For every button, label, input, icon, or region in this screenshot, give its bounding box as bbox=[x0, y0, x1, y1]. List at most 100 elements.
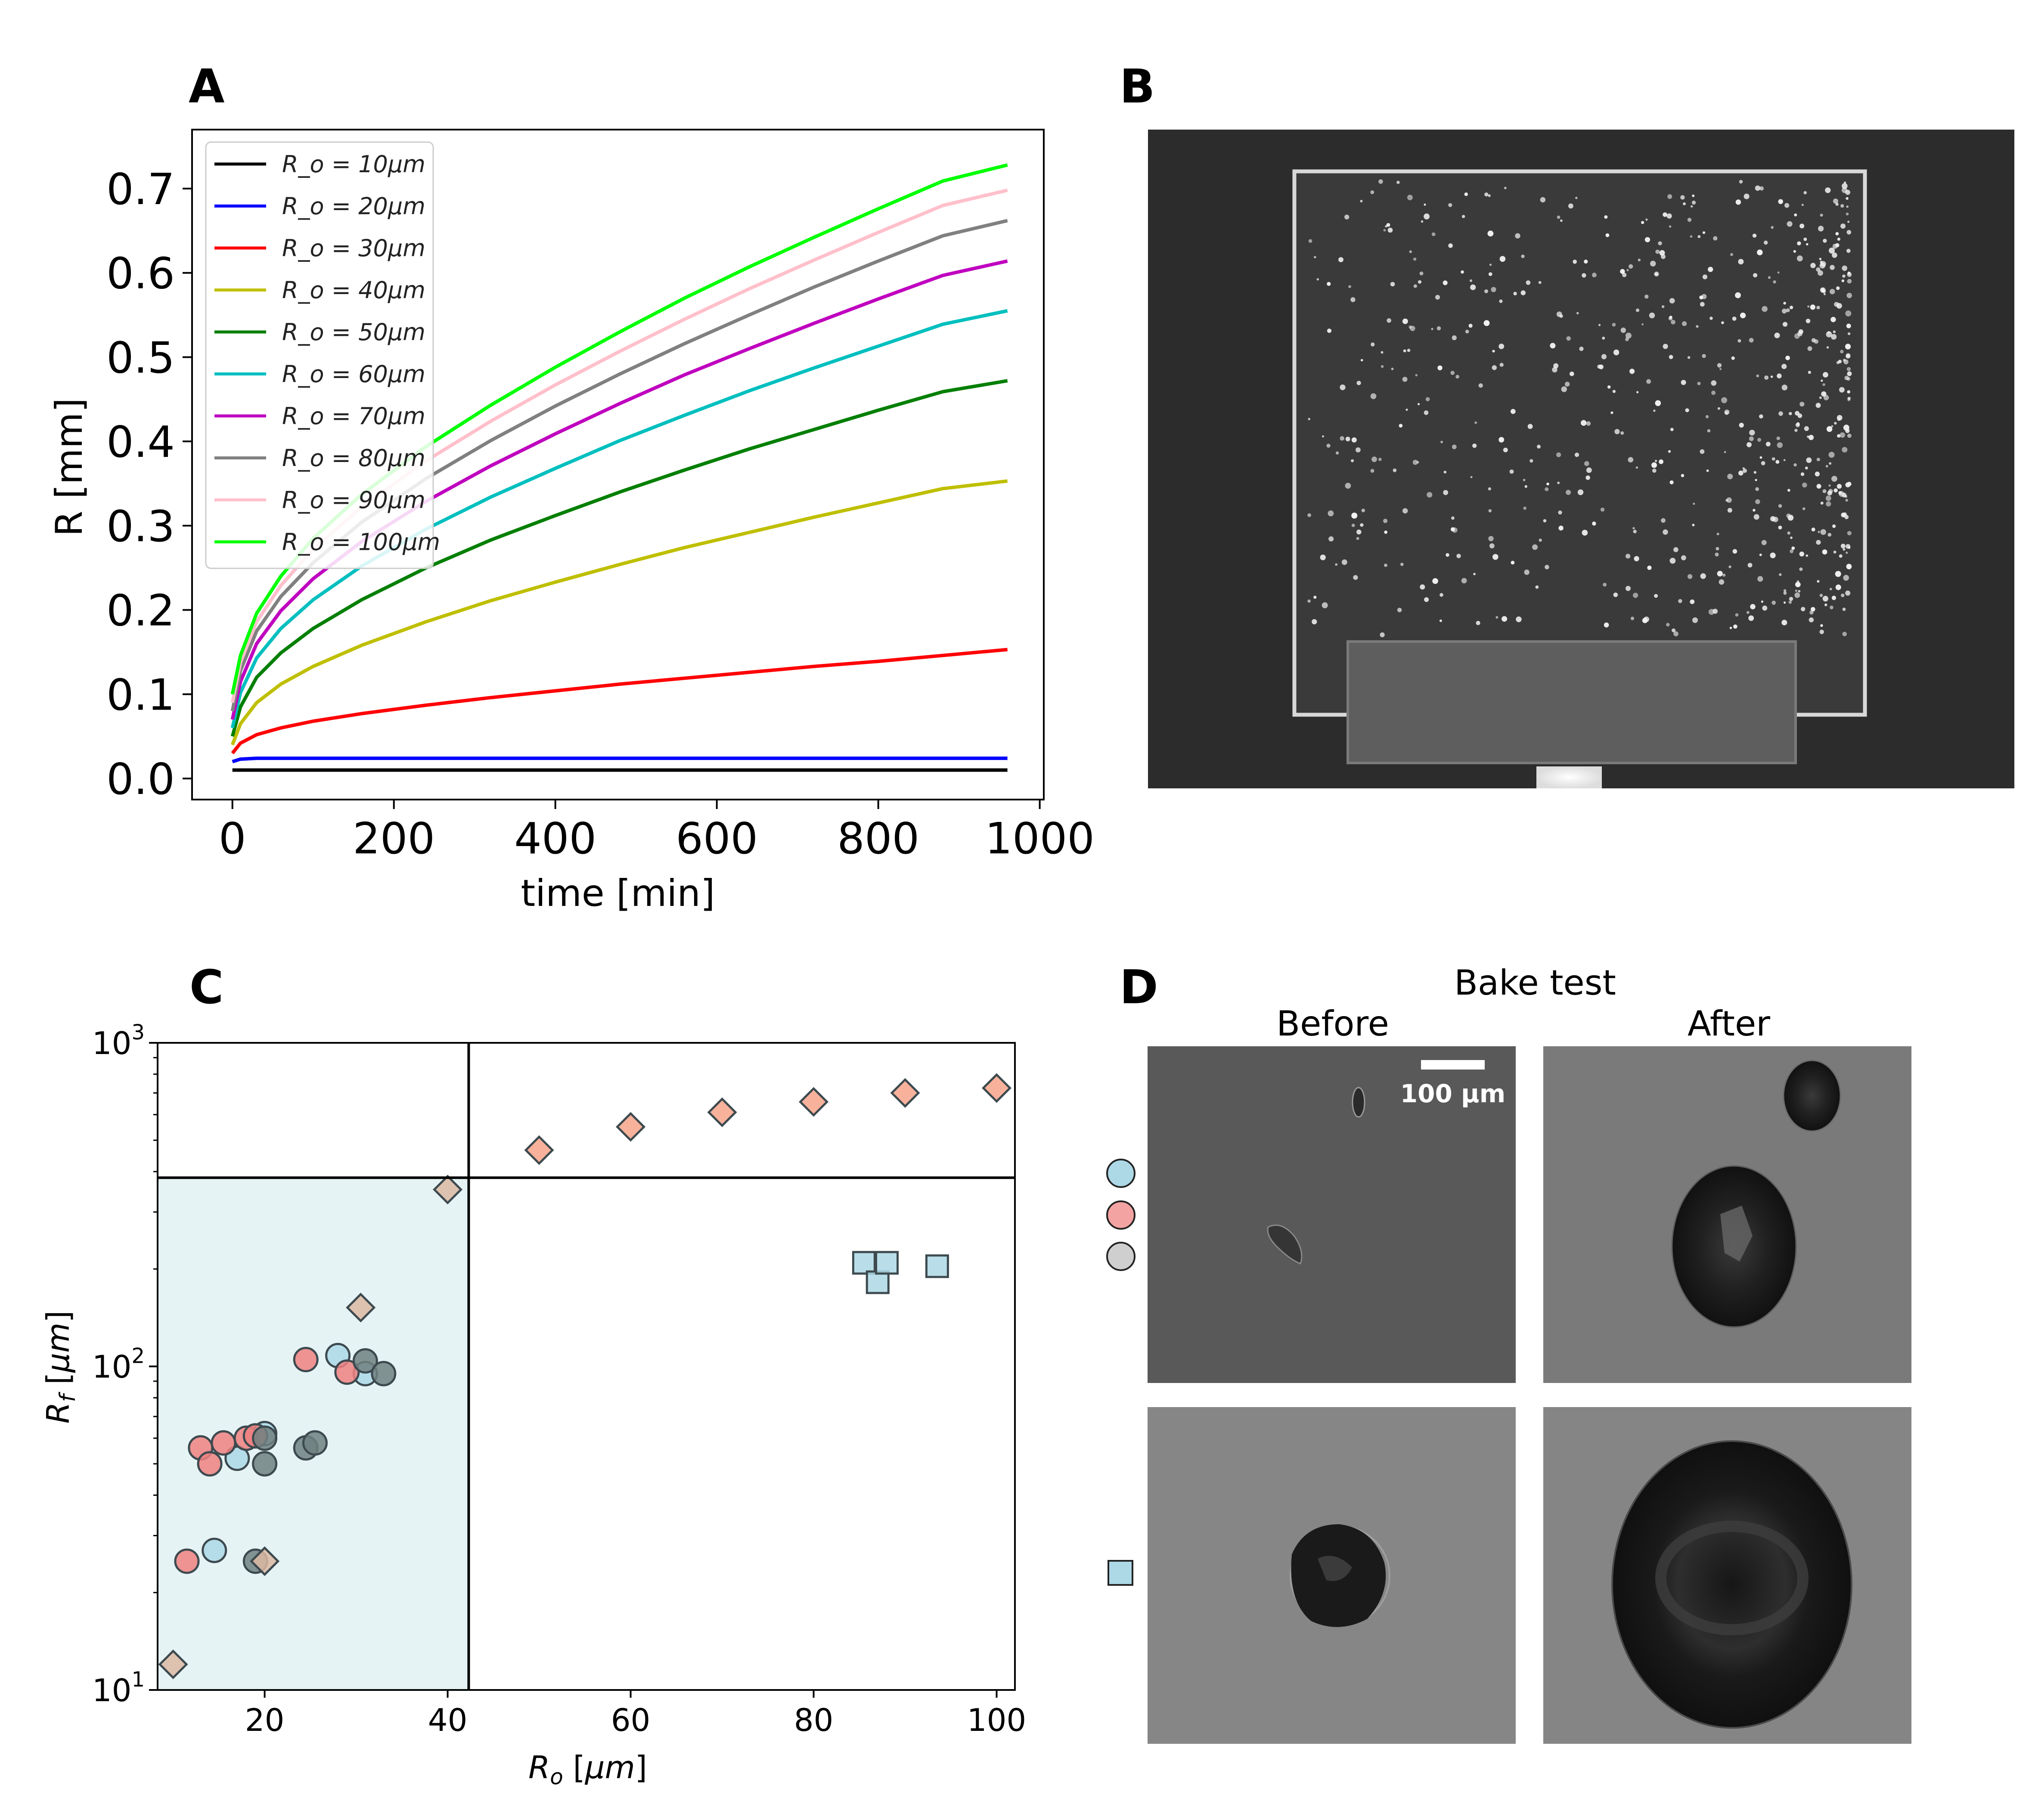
bubble-dot bbox=[1432, 578, 1438, 584]
bubble-dot bbox=[1815, 471, 1820, 477]
bubble-dot bbox=[1320, 555, 1326, 561]
bubble-dot bbox=[1667, 194, 1672, 199]
bubble-dot bbox=[1775, 460, 1780, 464]
bubble-dot bbox=[1402, 318, 1408, 324]
bubble-dot bbox=[1370, 190, 1374, 194]
bubble-dot bbox=[1312, 619, 1317, 625]
bubble-dot bbox=[1492, 554, 1498, 560]
bubble-dot bbox=[1314, 256, 1316, 258]
y-tick-label: 0.1 bbox=[106, 670, 175, 720]
bubble-dot bbox=[1700, 302, 1705, 307]
bubble-dot bbox=[1515, 233, 1520, 239]
bubble-dot bbox=[1833, 330, 1836, 333]
bubble-dot bbox=[1335, 563, 1338, 566]
bubble-dot bbox=[1842, 632, 1847, 636]
bubble-dot bbox=[1771, 601, 1776, 605]
micrograph-after-bottom bbox=[1543, 1407, 1911, 1744]
bubble-dot bbox=[1557, 215, 1561, 219]
bubble-dot bbox=[1707, 429, 1711, 433]
bubble-dot bbox=[1846, 230, 1852, 235]
bubble-dot bbox=[1350, 297, 1356, 302]
bubble-dot bbox=[1722, 574, 1726, 577]
bubble-dot bbox=[1846, 293, 1852, 298]
bubble-dot bbox=[1668, 316, 1672, 321]
bubble-dot bbox=[1663, 529, 1668, 535]
bubble-dot bbox=[1831, 425, 1834, 428]
bubble-dot bbox=[1844, 495, 1847, 498]
bubble-dot bbox=[1577, 489, 1584, 496]
bubble-dot bbox=[1545, 487, 1549, 491]
bubble-dot bbox=[1806, 554, 1809, 557]
bubble-dot bbox=[1556, 311, 1562, 317]
bubble-dot bbox=[1605, 233, 1610, 237]
bubble-dot bbox=[1752, 233, 1757, 238]
bubble-dot bbox=[1840, 543, 1846, 549]
legend-label-9: R_o = 90μm bbox=[282, 487, 425, 514]
bubble-dot bbox=[1802, 507, 1806, 510]
bubble-dot bbox=[1810, 263, 1816, 268]
bubble-dot bbox=[1755, 185, 1761, 191]
bubble-dot bbox=[1424, 203, 1426, 206]
bubble-dot bbox=[1733, 624, 1737, 629]
micrograph-before-bottom bbox=[1148, 1407, 1516, 1744]
bubble-dot bbox=[1729, 626, 1732, 629]
bubble-dot bbox=[1843, 425, 1849, 431]
bubble-dot bbox=[1421, 220, 1424, 223]
x-tick-label: 1000 bbox=[985, 813, 1095, 864]
y-tick-label: 0.0 bbox=[106, 754, 175, 804]
bubble-dot bbox=[1822, 489, 1827, 493]
bubble-dot bbox=[1484, 192, 1489, 197]
bubble-dot bbox=[1810, 304, 1815, 310]
point-circle bbox=[352, 1348, 378, 1374]
bubble-dot bbox=[1498, 437, 1505, 443]
bubble-dot bbox=[1762, 306, 1768, 312]
bubble-dot bbox=[1798, 329, 1803, 334]
bubble-dot bbox=[1819, 396, 1822, 399]
bubble-dot bbox=[1545, 564, 1549, 570]
bubble-dot bbox=[1732, 549, 1737, 554]
bubble-dot bbox=[1427, 492, 1433, 498]
after-label: After bbox=[1688, 1004, 1770, 1044]
bubble-dot bbox=[1415, 374, 1418, 377]
bubble-dot bbox=[1655, 400, 1661, 406]
bubble-dot bbox=[1778, 411, 1783, 416]
bubble-dot bbox=[1602, 336, 1605, 340]
point-square bbox=[925, 1254, 949, 1278]
bubble-dot bbox=[1705, 415, 1709, 419]
bubble-dot bbox=[1794, 592, 1800, 598]
bubble-dot bbox=[1837, 434, 1840, 437]
bubble-dot bbox=[1511, 561, 1515, 564]
legend-label-8: R_o = 80μm bbox=[282, 445, 425, 472]
bubble-dot bbox=[1663, 344, 1668, 349]
bubble-dot bbox=[1370, 393, 1377, 399]
bubble-dot bbox=[1687, 217, 1692, 222]
bubble-dot bbox=[1669, 298, 1675, 304]
bubble-dot bbox=[1659, 459, 1664, 464]
bubble-dot bbox=[1356, 381, 1361, 385]
bubble-dot bbox=[1717, 407, 1720, 410]
bubble-dot bbox=[1711, 391, 1716, 395]
bubble-dot bbox=[1808, 371, 1811, 374]
bubble-dot bbox=[1666, 623, 1670, 627]
bubble-dot bbox=[1687, 356, 1691, 359]
bubble-dot bbox=[1537, 444, 1541, 449]
x-tick-label: 100 bbox=[967, 1702, 1026, 1738]
bubble-dot bbox=[1826, 331, 1832, 338]
bubble-dot bbox=[1831, 334, 1837, 340]
bubble-dot bbox=[1397, 608, 1402, 613]
bubble-dot bbox=[1440, 593, 1443, 597]
bubble-dot bbox=[1626, 586, 1631, 591]
bubble-dot bbox=[1840, 350, 1844, 353]
bubble-dot bbox=[1777, 271, 1780, 274]
bubble-dot bbox=[1708, 267, 1713, 272]
bubble-dot bbox=[1715, 552, 1719, 557]
bubble-dot bbox=[1837, 484, 1842, 489]
bubble-dot bbox=[1842, 447, 1848, 453]
bubble-dot bbox=[1565, 381, 1570, 387]
bubble-dot bbox=[1788, 600, 1792, 604]
bubble-dot bbox=[1625, 332, 1632, 339]
bubble-dot bbox=[1491, 287, 1496, 292]
bubble-dot bbox=[1820, 529, 1826, 535]
bubble-dot bbox=[1740, 313, 1746, 319]
bubble-dot bbox=[1759, 553, 1762, 556]
